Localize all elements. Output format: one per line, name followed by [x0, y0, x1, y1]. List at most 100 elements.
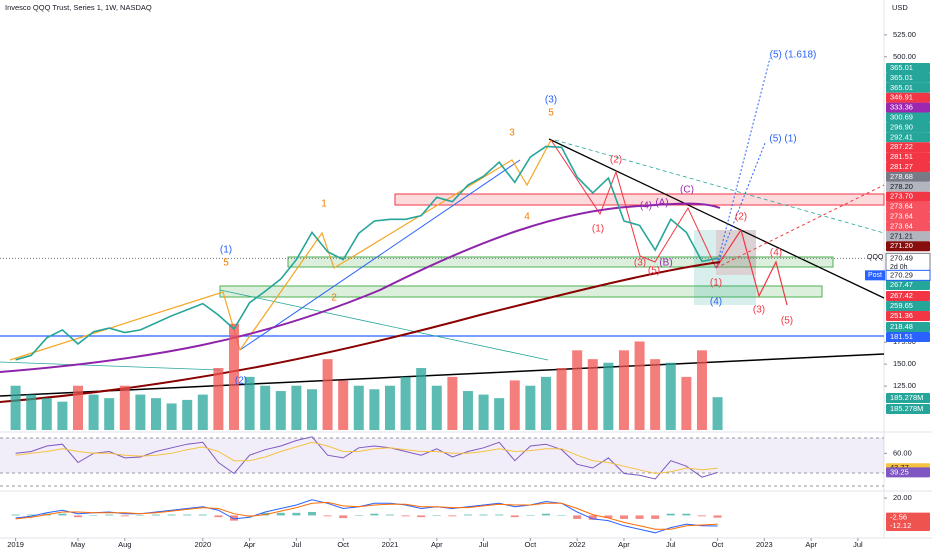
bar [462, 391, 473, 430]
price-tag-label: 292.41 [890, 132, 913, 141]
x-tick-label: 2019 [7, 540, 24, 549]
price-tag-label: 333.36 [890, 103, 913, 112]
bar [401, 515, 410, 517]
price-tag [886, 221, 930, 232]
x-tick-label: Apr [805, 540, 817, 549]
wave-label: (5) (1.618) [770, 50, 817, 61]
bar [276, 512, 285, 516]
price-tag [886, 152, 930, 163]
price-tag-label: 278.20 [890, 182, 913, 191]
price-tag [886, 171, 930, 182]
bar [479, 514, 488, 516]
last-value-tag [886, 467, 930, 478]
price-tag [886, 280, 930, 290]
x-tick-label: Oct [525, 540, 538, 549]
last-value-label: -2.56 [890, 513, 907, 522]
moving-average [0, 261, 721, 403]
x-tick-label: Oct [337, 540, 350, 549]
bar [416, 368, 427, 430]
price-tag [886, 82, 930, 93]
x-tick-label: Jul [292, 540, 302, 549]
bar [635, 515, 644, 519]
bar [183, 514, 192, 516]
price-tag [886, 311, 930, 321]
bar [354, 515, 363, 516]
bar [197, 394, 208, 430]
wave-label: (2) [235, 376, 247, 387]
last-value-tag [886, 512, 930, 523]
bar [89, 515, 98, 516]
x-tick-label: Jul [666, 540, 676, 549]
wave-label: (5) [781, 316, 793, 327]
price-tag [886, 142, 930, 153]
price-tag [886, 181, 930, 192]
y-tick-label: 20.00 [893, 493, 912, 502]
x-tick-label: 2023 [756, 540, 773, 549]
x-tick-label: 2022 [569, 540, 586, 549]
last-value-label: 39.25 [890, 467, 909, 476]
post-price-tag [885, 269, 931, 281]
price-tag [886, 102, 930, 113]
support-zone [219, 285, 823, 298]
bar [400, 376, 411, 430]
price-tag [886, 63, 930, 73]
price-tag-label: 259.65 [890, 301, 913, 310]
trendline [0, 353, 885, 397]
bar [665, 362, 676, 430]
bar [57, 401, 68, 430]
wave-label: (2) [610, 155, 622, 166]
support-zone [287, 256, 834, 268]
bar [292, 512, 301, 516]
resistance-zone [394, 193, 885, 206]
series-line [15, 501, 718, 530]
series-line [15, 145, 718, 361]
bar [384, 385, 395, 430]
last-value-label: -12.12 [890, 521, 911, 530]
price-tag-label: 273.64 [890, 202, 913, 211]
price-tag [886, 231, 930, 242]
bar [650, 359, 661, 430]
price-tag [886, 122, 930, 133]
bar [58, 513, 67, 516]
series-line [15, 436, 718, 480]
bar [525, 385, 536, 430]
bar [339, 515, 348, 519]
bar [151, 514, 160, 516]
price-tag [886, 72, 930, 83]
price-tag-label: 251.36 [890, 311, 913, 320]
price-tag-label: 365.01 [890, 83, 913, 92]
bar [291, 385, 302, 430]
price-tag [886, 92, 930, 103]
symbol-label: QQQ [867, 254, 884, 261]
bar [447, 376, 458, 430]
wave-label: 1 [321, 199, 327, 210]
wave-label: (1) [220, 245, 232, 256]
bar [105, 514, 114, 516]
bar [136, 515, 145, 516]
projection-path [715, 228, 788, 306]
bar [182, 399, 193, 430]
wave-label: (3) [753, 305, 765, 316]
bar [603, 362, 614, 430]
price-tag [886, 301, 930, 311]
post-label: Post [868, 272, 882, 279]
trendline [239, 159, 521, 351]
bar [618, 350, 629, 430]
wave-label: 5 [548, 108, 554, 119]
bar [11, 514, 20, 516]
bar [541, 513, 550, 516]
price-tag [886, 191, 930, 202]
price-tag-label: 218.48 [890, 322, 913, 331]
price-tag-label: 273.64 [890, 221, 913, 230]
bar [88, 394, 99, 430]
bar [432, 515, 441, 516]
bar [26, 394, 37, 430]
bar [526, 515, 535, 516]
bar [697, 515, 706, 517]
bar [244, 376, 255, 430]
bar [27, 514, 36, 516]
bar [448, 515, 457, 517]
bar [604, 515, 613, 519]
bar [634, 341, 645, 430]
